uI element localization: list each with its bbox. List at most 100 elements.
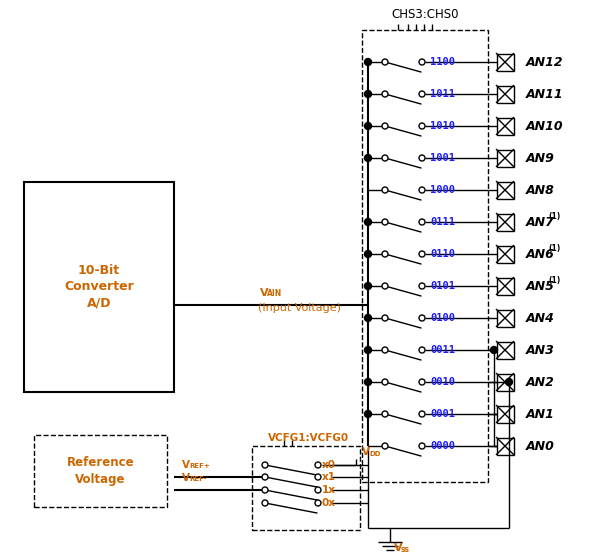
Bar [252, 446, 360, 530]
Text: 1010: 1010 [430, 121, 455, 131]
Text: CHS3:CHS0: CHS3:CHS0 [391, 7, 459, 21]
Circle shape [419, 315, 425, 321]
Text: 1100: 1100 [430, 57, 455, 67]
Bar [497, 246, 514, 262]
Circle shape [262, 474, 268, 480]
Circle shape [382, 283, 388, 289]
Bar [497, 214, 514, 230]
Circle shape [382, 443, 388, 449]
Text: VCFG1:VCFG0: VCFG1:VCFG0 [268, 433, 349, 443]
Text: Voltage: Voltage [75, 474, 126, 487]
Text: AN7: AN7 [526, 215, 555, 228]
Text: (Input Voltage): (Input Voltage) [258, 303, 341, 313]
Circle shape [419, 187, 425, 193]
Circle shape [382, 187, 388, 193]
Text: AN5: AN5 [526, 280, 555, 292]
Text: AN2: AN2 [526, 376, 555, 388]
Circle shape [364, 282, 371, 290]
Text: V: V [260, 288, 269, 298]
Bar [497, 437, 514, 455]
Circle shape [419, 155, 425, 161]
Text: 1011: 1011 [430, 89, 455, 99]
Text: AN8: AN8 [526, 184, 555, 196]
Text: 0010: 0010 [430, 377, 455, 387]
Circle shape [382, 379, 388, 385]
Text: A/D: A/D [87, 296, 111, 310]
Circle shape [382, 347, 388, 353]
Text: 1x: 1x [322, 485, 336, 495]
Circle shape [315, 500, 321, 506]
Circle shape [315, 462, 321, 468]
Text: AN4: AN4 [526, 311, 555, 325]
Bar [362, 30, 488, 482]
Text: AN1: AN1 [526, 407, 555, 421]
Circle shape [419, 123, 425, 129]
Circle shape [364, 251, 371, 257]
Text: Reference: Reference [67, 455, 134, 469]
Text: 0001: 0001 [430, 409, 455, 419]
Bar [497, 54, 514, 70]
Circle shape [315, 487, 321, 493]
Circle shape [262, 487, 268, 493]
Text: 0110: 0110 [430, 249, 455, 259]
Text: V: V [362, 447, 370, 457]
Circle shape [382, 59, 388, 65]
Text: AN0: AN0 [526, 440, 555, 453]
Text: (1): (1) [548, 277, 560, 286]
Text: AN10: AN10 [526, 119, 564, 132]
Text: 10-Bit: 10-Bit [78, 264, 120, 277]
Text: AN3: AN3 [526, 344, 555, 357]
Text: 0011: 0011 [430, 345, 455, 355]
Circle shape [364, 90, 371, 98]
Circle shape [315, 474, 321, 480]
Circle shape [382, 91, 388, 97]
Circle shape [382, 219, 388, 225]
Text: REF+: REF+ [189, 463, 210, 469]
Circle shape [419, 379, 425, 385]
Text: x0: x0 [322, 460, 336, 470]
Text: 0x: 0x [322, 498, 336, 508]
Text: 1000: 1000 [430, 185, 455, 195]
Circle shape [419, 251, 425, 257]
Bar [497, 277, 514, 295]
Text: Converter: Converter [64, 281, 134, 294]
Circle shape [262, 462, 268, 468]
Bar [497, 373, 514, 391]
Text: (1): (1) [548, 213, 560, 222]
Circle shape [364, 315, 371, 321]
Circle shape [364, 219, 371, 225]
Text: 0000: 0000 [430, 441, 455, 451]
Circle shape [419, 219, 425, 225]
Circle shape [364, 155, 371, 161]
Bar [497, 341, 514, 358]
Circle shape [382, 251, 388, 257]
Bar [497, 406, 514, 422]
Circle shape [419, 91, 425, 97]
Circle shape [506, 378, 512, 386]
Text: 0111: 0111 [430, 217, 455, 227]
Circle shape [382, 123, 388, 129]
Text: 0101: 0101 [430, 281, 455, 291]
Circle shape [419, 443, 425, 449]
Circle shape [364, 59, 371, 65]
Text: DD: DD [369, 451, 381, 457]
Text: 0100: 0100 [430, 313, 455, 323]
Text: V: V [394, 543, 402, 553]
Circle shape [364, 411, 371, 417]
Text: (1): (1) [548, 244, 560, 253]
Text: AN9: AN9 [526, 152, 555, 165]
Circle shape [419, 411, 425, 417]
Text: REF-: REF- [189, 476, 206, 482]
Text: AIN: AIN [267, 290, 283, 299]
Text: AN6: AN6 [526, 248, 555, 261]
Text: AN11: AN11 [526, 88, 564, 100]
Circle shape [382, 155, 388, 161]
Circle shape [419, 283, 425, 289]
Bar [24, 182, 174, 392]
Circle shape [419, 59, 425, 65]
Circle shape [382, 315, 388, 321]
Bar [497, 310, 514, 326]
Text: V: V [182, 473, 190, 483]
Circle shape [364, 347, 371, 354]
Text: AN12: AN12 [526, 55, 564, 69]
